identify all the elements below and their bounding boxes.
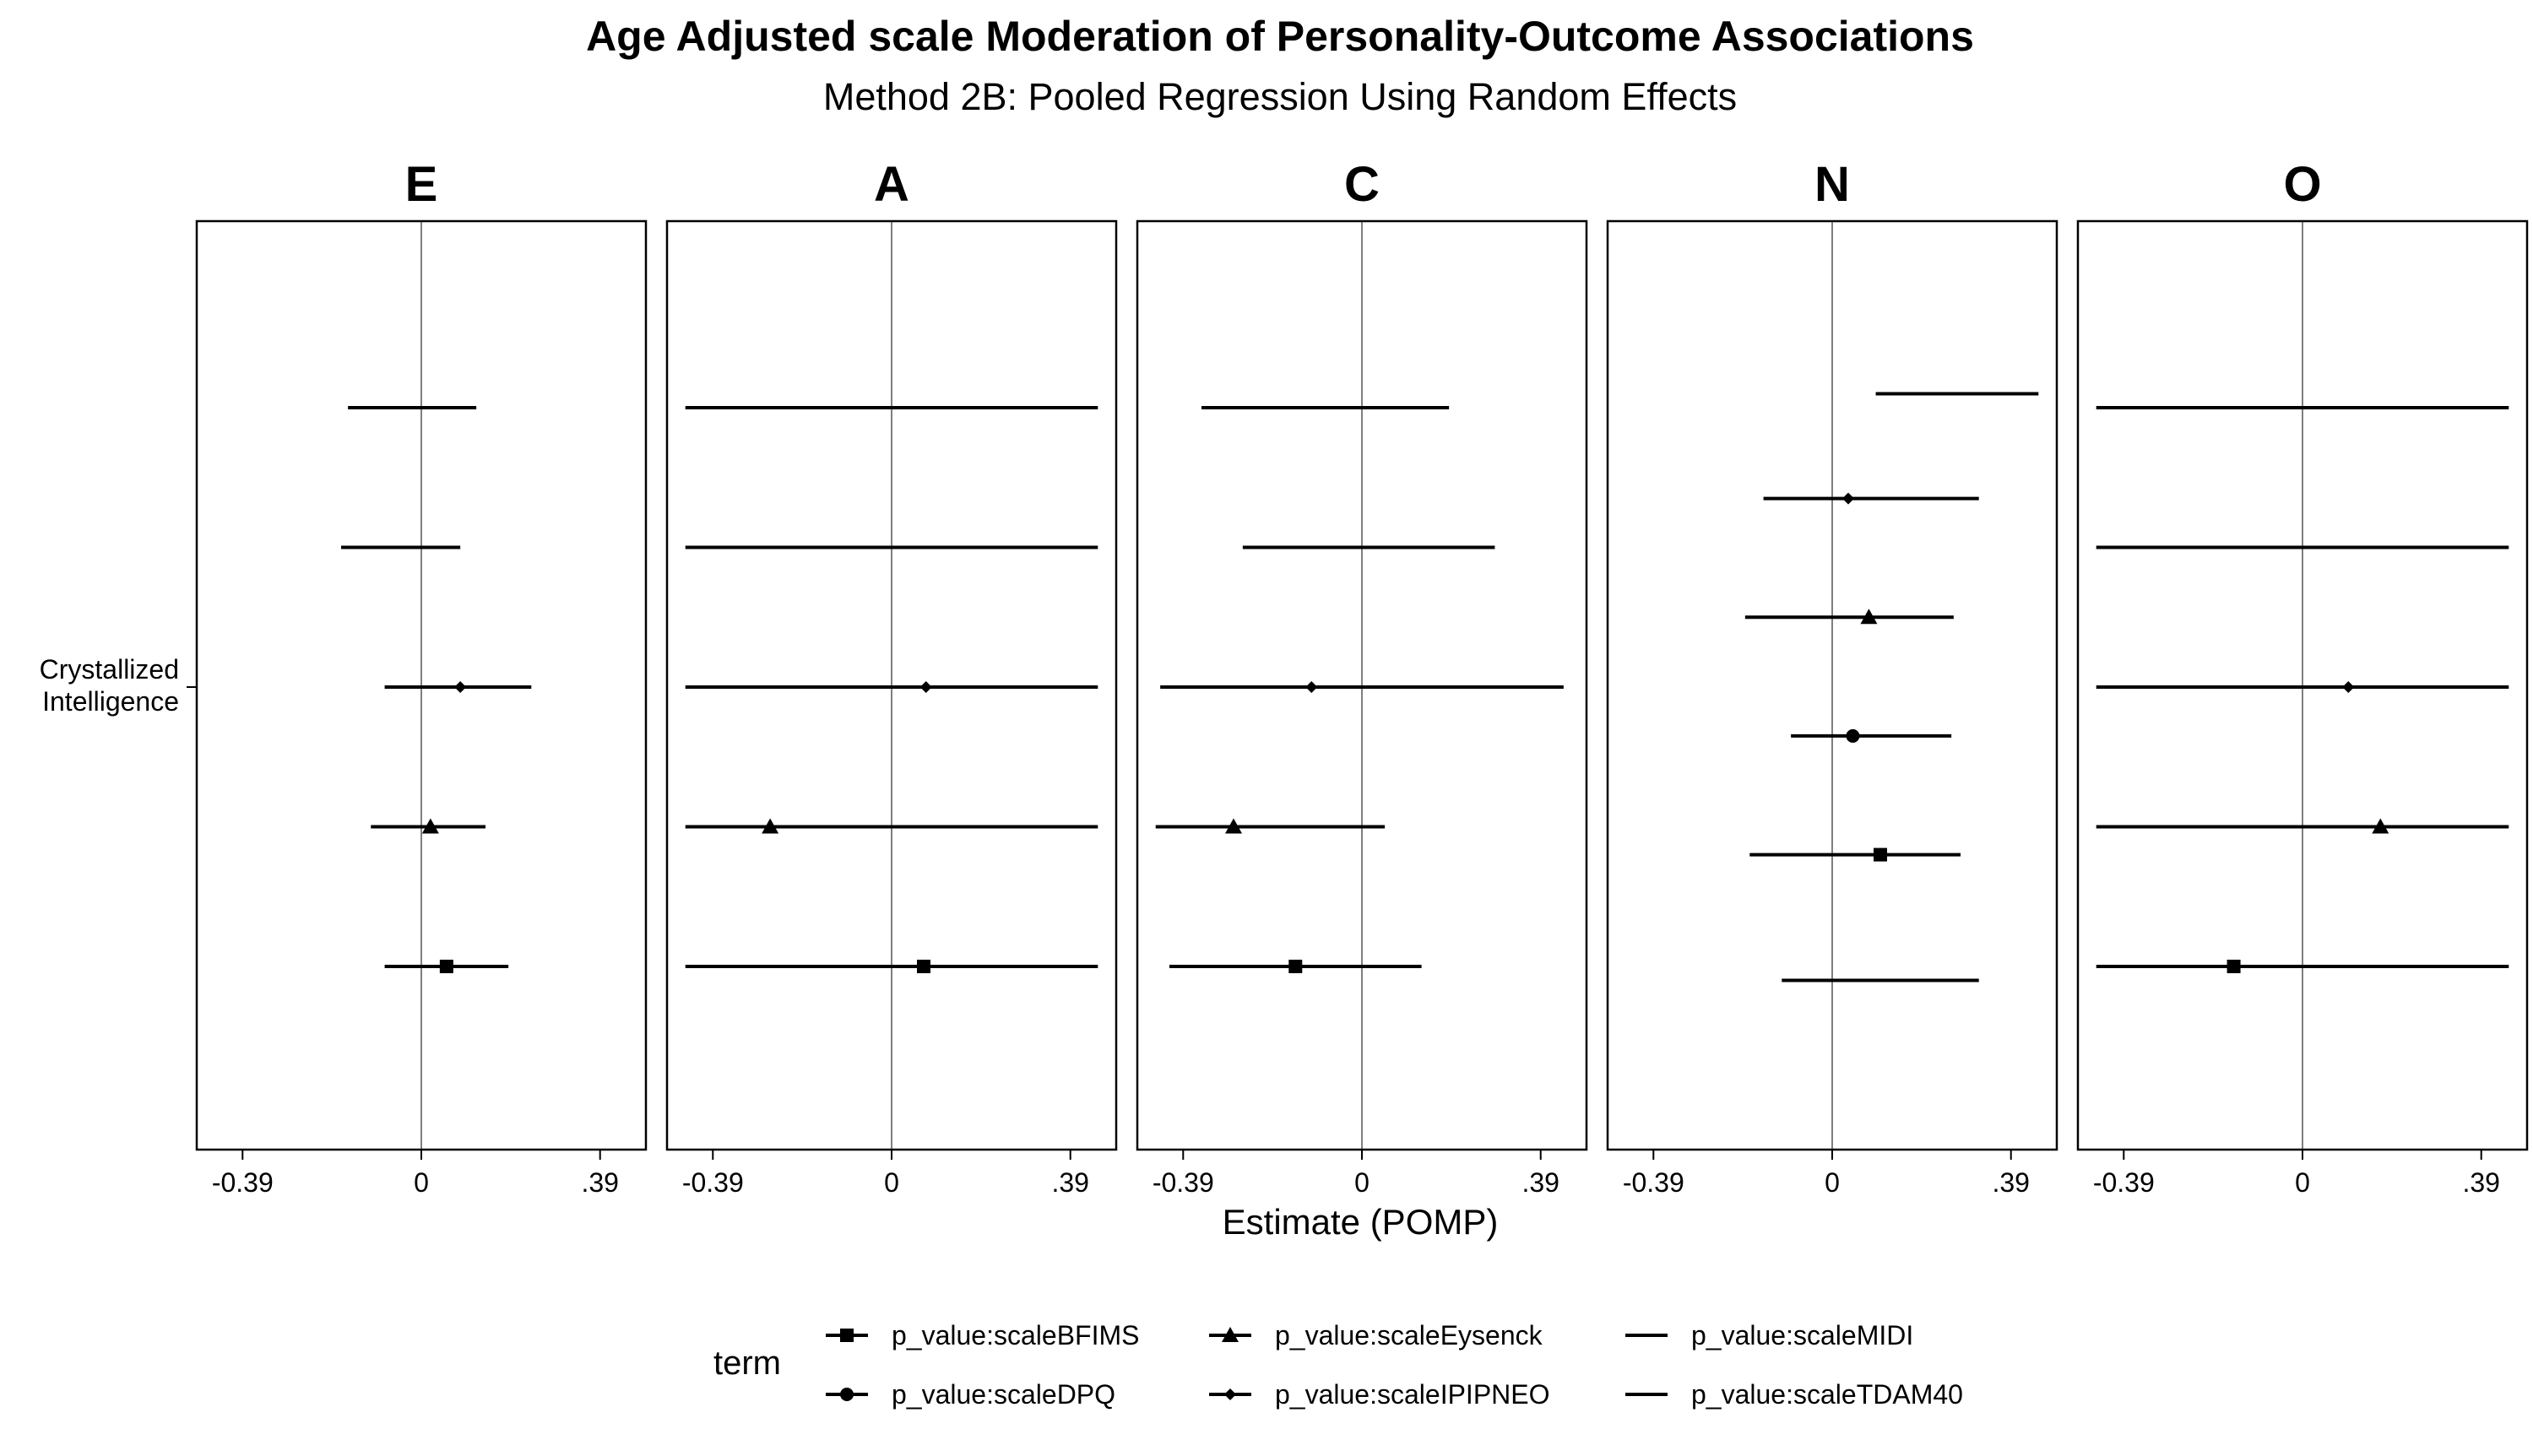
legend-item-label: p_value:scaleDPQ bbox=[892, 1379, 1115, 1410]
x-tick-label: 0 bbox=[414, 1167, 429, 1198]
legend-item-label: p_value:scaleEysenck bbox=[1275, 1320, 1543, 1350]
panel-n: N -0.39 0 .39 bbox=[1606, 157, 2058, 1198]
estimate-point bbox=[917, 960, 930, 973]
chart-subtitle: Method 2B: Pooled Regression Using Rando… bbox=[823, 75, 1737, 118]
strip-label-e: E bbox=[405, 157, 438, 212]
panel-a: A -0.39 0 .39 bbox=[665, 157, 1118, 1198]
x-tick-label: 0 bbox=[1825, 1167, 1840, 1198]
panel-c: C -0.39 0 .39 bbox=[1136, 157, 1588, 1198]
chart-title: Age Adjusted scale Moderation of Persona… bbox=[586, 13, 1974, 60]
x-tick-label: -0.39 bbox=[2093, 1167, 2155, 1198]
estimate-point bbox=[439, 960, 453, 973]
legend-title: term bbox=[713, 1345, 781, 1382]
y-category-line: Crystallized bbox=[40, 654, 179, 685]
estimate-point bbox=[762, 818, 779, 834]
x-tick-label: .39 bbox=[1051, 1167, 1088, 1198]
estimate-point bbox=[1305, 681, 1318, 693]
estimate-point bbox=[1225, 818, 1242, 834]
panels-group: E -0.39 0 .39 A -0.39 0 .39 C -0.39 0 .39 N -0.39 0 .39… bbox=[195, 157, 2529, 1198]
panel-o: O -0.39 0 .39 bbox=[2076, 157, 2529, 1198]
y-category-line: Intelligence bbox=[42, 686, 179, 717]
x-tick-label: .39 bbox=[2462, 1167, 2499, 1198]
estimate-point bbox=[2372, 818, 2389, 834]
x-axis-title: Estimate (POMP) bbox=[1223, 1202, 1499, 1242]
legend-item-label: p_value:scaleBFIMS bbox=[892, 1320, 1139, 1350]
x-tick-label: -0.39 bbox=[212, 1167, 274, 1198]
x-tick-label: -0.39 bbox=[682, 1167, 744, 1198]
estimate-point bbox=[2227, 960, 2241, 973]
x-tick-label: .39 bbox=[1992, 1167, 2029, 1198]
estimate-point bbox=[1288, 960, 1303, 973]
legend-key-marker bbox=[840, 1388, 854, 1401]
estimate-point bbox=[454, 681, 467, 693]
y-axis: Crystallized Intelligence bbox=[40, 654, 197, 717]
legend-key-marker bbox=[1224, 1388, 1236, 1400]
strip-label-a: A bbox=[874, 157, 909, 212]
x-tick-label: -0.39 bbox=[1623, 1167, 1684, 1198]
strip-label-o: O bbox=[2283, 157, 2321, 212]
estimate-point bbox=[1842, 492, 1854, 505]
estimate-point bbox=[919, 681, 932, 693]
legend-item-label: p_value:scaleMIDI bbox=[1691, 1320, 1913, 1350]
x-tick-label: 0 bbox=[884, 1167, 899, 1198]
strip-label-n: N bbox=[1814, 157, 1850, 212]
panel-e: E -0.39 0 .39 bbox=[195, 157, 648, 1198]
legend-key-marker bbox=[840, 1329, 854, 1342]
strip-label-c: C bbox=[1344, 157, 1380, 212]
x-tick-label: .39 bbox=[1521, 1167, 1559, 1198]
legend-item-label: p_value:scaleTDAM40 bbox=[1691, 1379, 1963, 1410]
estimate-point bbox=[421, 818, 439, 834]
estimate-point bbox=[1846, 728, 1860, 743]
estimate-point bbox=[2342, 681, 2355, 693]
x-tick-label: .39 bbox=[581, 1167, 618, 1198]
estimate-point bbox=[1874, 847, 1887, 862]
x-tick-label: -0.39 bbox=[1153, 1167, 1214, 1198]
x-tick-label: 0 bbox=[2295, 1167, 2310, 1198]
legend: term p_value:scaleBFIMS p_value:scaleDPQ p… bbox=[713, 1320, 1963, 1410]
y-category-label: Crystallized Intelligence bbox=[40, 654, 179, 717]
legend-item-label: p_value:scaleIPIPNEO bbox=[1275, 1379, 1550, 1410]
legend-key-marker bbox=[1222, 1327, 1239, 1342]
x-tick-label: 0 bbox=[1354, 1167, 1370, 1198]
estimate-point bbox=[1860, 609, 1878, 625]
